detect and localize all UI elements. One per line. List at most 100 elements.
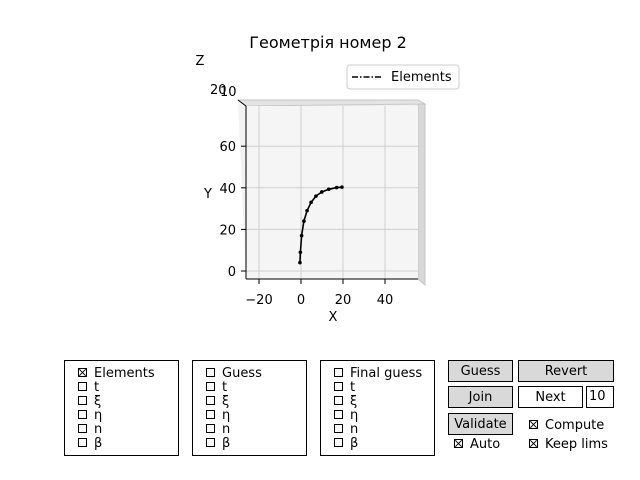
- checkbox-box[interactable]: [334, 438, 343, 447]
- guess-checkbox-panel: Guess t ξ η n β: [192, 360, 307, 456]
- y-axis-label: Y: [203, 187, 212, 202]
- z-tick-label: 20: [210, 83, 227, 98]
- y-tick-label: 20: [219, 223, 236, 238]
- next-button[interactable]: Next: [518, 386, 583, 408]
- pane-side: [417, 101, 426, 287]
- checkbox-row[interactable]: Elements: [78, 367, 155, 381]
- plot-title: Геометрія номер 2: [249, 33, 407, 52]
- checkbox-row[interactable]: n: [206, 423, 230, 437]
- checkbox-box[interactable]: [334, 424, 343, 433]
- x-tick-label: 40: [377, 293, 394, 308]
- legend: Elements: [346, 64, 460, 90]
- series-point: [302, 219, 306, 223]
- checkbox-row[interactable]: η: [334, 409, 358, 423]
- revert-button[interactable]: Revert: [518, 360, 614, 382]
- checkbox-row[interactable]: η: [206, 409, 230, 423]
- checkbox-box[interactable]: [206, 410, 215, 419]
- series-point: [298, 250, 303, 255]
- checkbox-box[interactable]: [206, 396, 215, 405]
- y-tick-label: 40: [219, 182, 236, 197]
- checkbox-row[interactable]: β: [334, 437, 358, 451]
- y-tick-label: 60: [219, 140, 236, 155]
- checkbox-label: η: [350, 408, 359, 423]
- series-point: [334, 185, 339, 190]
- keep-lims-checkbox[interactable]: Keep lims: [529, 437, 608, 453]
- checkbox-box[interactable]: [206, 382, 215, 391]
- checkbox-label: β: [222, 436, 231, 451]
- validate-button[interactable]: Validate: [448, 413, 513, 435]
- checkbox-label: n: [350, 422, 359, 437]
- checkbox-row[interactable]: t: [206, 381, 227, 395]
- checkbox-label: ξ: [222, 394, 230, 409]
- checkbox-row[interactable]: β: [78, 437, 102, 451]
- checkbox-box[interactable]: [334, 382, 343, 391]
- checkbox-box[interactable]: [334, 396, 343, 405]
- keep-lims-checkbox-box[interactable]: [529, 439, 538, 448]
- checkbox-box[interactable]: [334, 368, 343, 377]
- checkbox-row[interactable]: n: [334, 423, 358, 437]
- checkbox-label: n: [222, 422, 231, 437]
- series-point: [326, 187, 331, 192]
- checkbox-label: η: [222, 408, 231, 423]
- checkbox-label: ξ: [350, 394, 358, 409]
- checkbox-row[interactable]: n: [78, 423, 102, 437]
- pane-back: [246, 106, 418, 279]
- checkbox-box[interactable]: [78, 382, 87, 391]
- checkbox-row[interactable]: η: [78, 409, 102, 423]
- checkbox-box[interactable]: [206, 368, 215, 377]
- series-elements: [298, 185, 344, 265]
- series-point: [319, 190, 324, 194]
- checkbox-row[interactable]: ξ: [206, 395, 229, 409]
- x-axis-label: X: [329, 310, 338, 325]
- auto-checkbox-box[interactable]: [454, 439, 463, 448]
- checkbox-row[interactable]: β: [206, 437, 230, 451]
- z-axis-label: Z: [196, 54, 205, 69]
- checkbox-row[interactable]: Guess: [206, 367, 262, 381]
- series-point: [309, 200, 313, 205]
- z-tick-label: 10: [220, 85, 237, 100]
- y-ticks: 0 20 40 60: [219, 140, 246, 280]
- join-button[interactable]: Join: [448, 386, 513, 408]
- checkbox-box[interactable]: [78, 438, 87, 447]
- series-point: [340, 185, 344, 189]
- legend-label: Elements: [391, 70, 452, 85]
- auto-checkbox[interactable]: Auto: [454, 437, 500, 453]
- guess-button[interactable]: Guess: [448, 360, 513, 382]
- keep-lims-checkbox-label: Keep lims: [545, 437, 608, 452]
- checkbox-box[interactable]: [78, 396, 87, 405]
- checkbox-row[interactable]: t: [78, 381, 99, 395]
- checkbox-box[interactable]: [78, 410, 87, 419]
- x-tick-label: −20: [245, 293, 272, 308]
- checkbox-box[interactable]: [78, 424, 87, 433]
- checkbox-box[interactable]: [206, 424, 215, 433]
- checkbox-box[interactable]: [334, 410, 343, 419]
- compute-checkbox[interactable]: Compute: [529, 418, 604, 434]
- auto-checkbox-label: Auto: [470, 437, 501, 452]
- series-point: [298, 260, 302, 265]
- compute-checkbox-box[interactable]: [529, 420, 538, 429]
- final-guess-checkbox-panel: Final guess t ξ η n β: [320, 360, 435, 456]
- checkbox-label: β: [350, 436, 359, 451]
- checkbox-row[interactable]: Final guess: [334, 367, 422, 381]
- checkbox-row[interactable]: ξ: [334, 395, 357, 409]
- x-ticks: −20 0 20 40: [245, 279, 393, 308]
- checkbox-box[interactable]: [206, 438, 215, 447]
- checkbox-label: η: [94, 408, 103, 423]
- z-axis-line: [237, 99, 247, 107]
- series-point: [305, 208, 309, 213]
- elements-checkbox-panel: Elements t ξ η n β: [64, 360, 179, 456]
- checkbox-label: t: [94, 380, 100, 395]
- checkbox-label: t: [222, 380, 228, 395]
- checkbox-label: Final guess: [350, 366, 423, 381]
- checkbox-label: Elements: [94, 366, 155, 381]
- checkbox-box[interactable]: [78, 368, 87, 377]
- checkbox-label: ξ: [94, 394, 102, 409]
- checkbox-label: Guess: [222, 366, 262, 381]
- checkbox-row[interactable]: ξ: [78, 395, 101, 409]
- checkbox-label: t: [350, 380, 356, 395]
- x-tick-label: 0: [297, 293, 305, 308]
- count-input[interactable]: 10: [586, 386, 614, 408]
- checkbox-row[interactable]: t: [334, 381, 355, 395]
